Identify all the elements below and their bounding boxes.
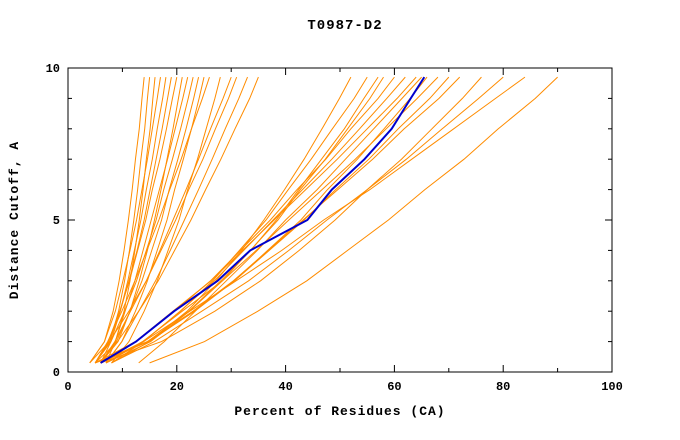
model-curve [111, 76, 461, 364]
y-tick-label: 5 [53, 214, 60, 228]
x-tick-label: 80 [496, 380, 510, 394]
model-curve [94, 76, 259, 364]
y-axis-label: Distance Cutoff, A [7, 141, 22, 299]
model-curve [100, 77, 156, 364]
model-curve [100, 76, 417, 364]
model-curve [105, 76, 384, 364]
x-tick-label: 100 [601, 380, 623, 394]
model-curve [95, 76, 428, 364]
model-curve [105, 76, 248, 364]
plot-area: 0 20 40 60 80 100 0 5 10 [46, 62, 623, 394]
x-axis-label: Percent of Residues (CA) [234, 404, 445, 419]
model-curve [111, 76, 504, 364]
model-curve [94, 76, 210, 364]
model-curve [111, 76, 406, 364]
y-tick-label: 0 [53, 366, 60, 380]
model-curve [100, 76, 232, 364]
model-curve [149, 76, 558, 364]
model-curve [138, 76, 422, 364]
highlighted-model-curve [100, 76, 426, 364]
model-curve [105, 76, 526, 364]
model-curve [89, 77, 145, 364]
model-curve [100, 76, 482, 364]
model-curve [89, 76, 238, 364]
model-curve [100, 77, 183, 364]
model-curve [111, 76, 221, 364]
model-curve [94, 77, 178, 364]
y-tick-label: 10 [46, 62, 60, 76]
model-curve [89, 77, 161, 364]
x-tick-label: 0 [64, 380, 71, 394]
x-tick-label: 60 [387, 380, 401, 394]
x-tick-label: 20 [170, 380, 184, 394]
plot-border [67, 67, 613, 373]
model-curve [94, 77, 172, 364]
x-tick-label: 40 [278, 380, 292, 394]
model-curve [105, 77, 205, 364]
model-curve [105, 76, 439, 364]
model-curve [94, 77, 194, 364]
chart-title: T0987-D2 [307, 18, 382, 34]
